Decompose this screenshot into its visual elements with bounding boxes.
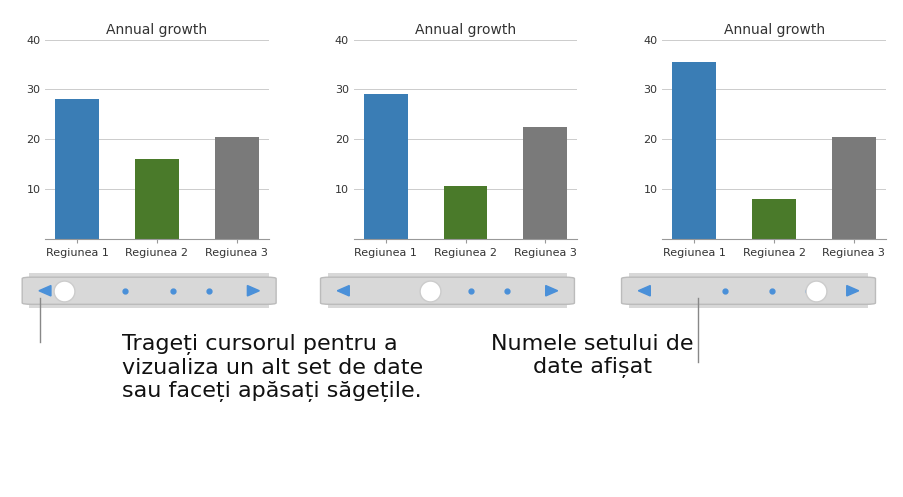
Bar [672,62,715,239]
Bar [135,159,179,239]
Text: 2015: 2015 [756,282,791,296]
Polygon shape [545,285,557,296]
FancyBboxPatch shape [23,277,275,304]
Bar [523,127,566,239]
Text: 2013: 2013 [139,282,174,296]
Bar [215,137,258,239]
Bar [55,99,99,239]
Text: Numele setului de
date afișat: Numele setului de date afișat [490,334,693,378]
Polygon shape [638,285,649,296]
FancyBboxPatch shape [321,277,573,304]
Polygon shape [337,285,349,296]
Bar [443,186,487,239]
Polygon shape [39,285,51,296]
Title: Annual growth: Annual growth [107,23,208,37]
Title: Annual growth: Annual growth [722,23,824,37]
Polygon shape [247,285,259,296]
FancyBboxPatch shape [621,277,874,304]
Bar [831,137,875,239]
Bar [364,94,407,239]
Polygon shape [846,285,858,296]
Title: Annual growth: Annual growth [414,23,516,37]
Text: Trageți cursorul pentru a
vizualiza un alt set de date
sau faceți apăsați săgeți: Trageți cursorul pentru a vizualiza un a… [122,334,423,403]
Text: 2014: 2014 [448,282,482,296]
Bar [751,199,796,239]
